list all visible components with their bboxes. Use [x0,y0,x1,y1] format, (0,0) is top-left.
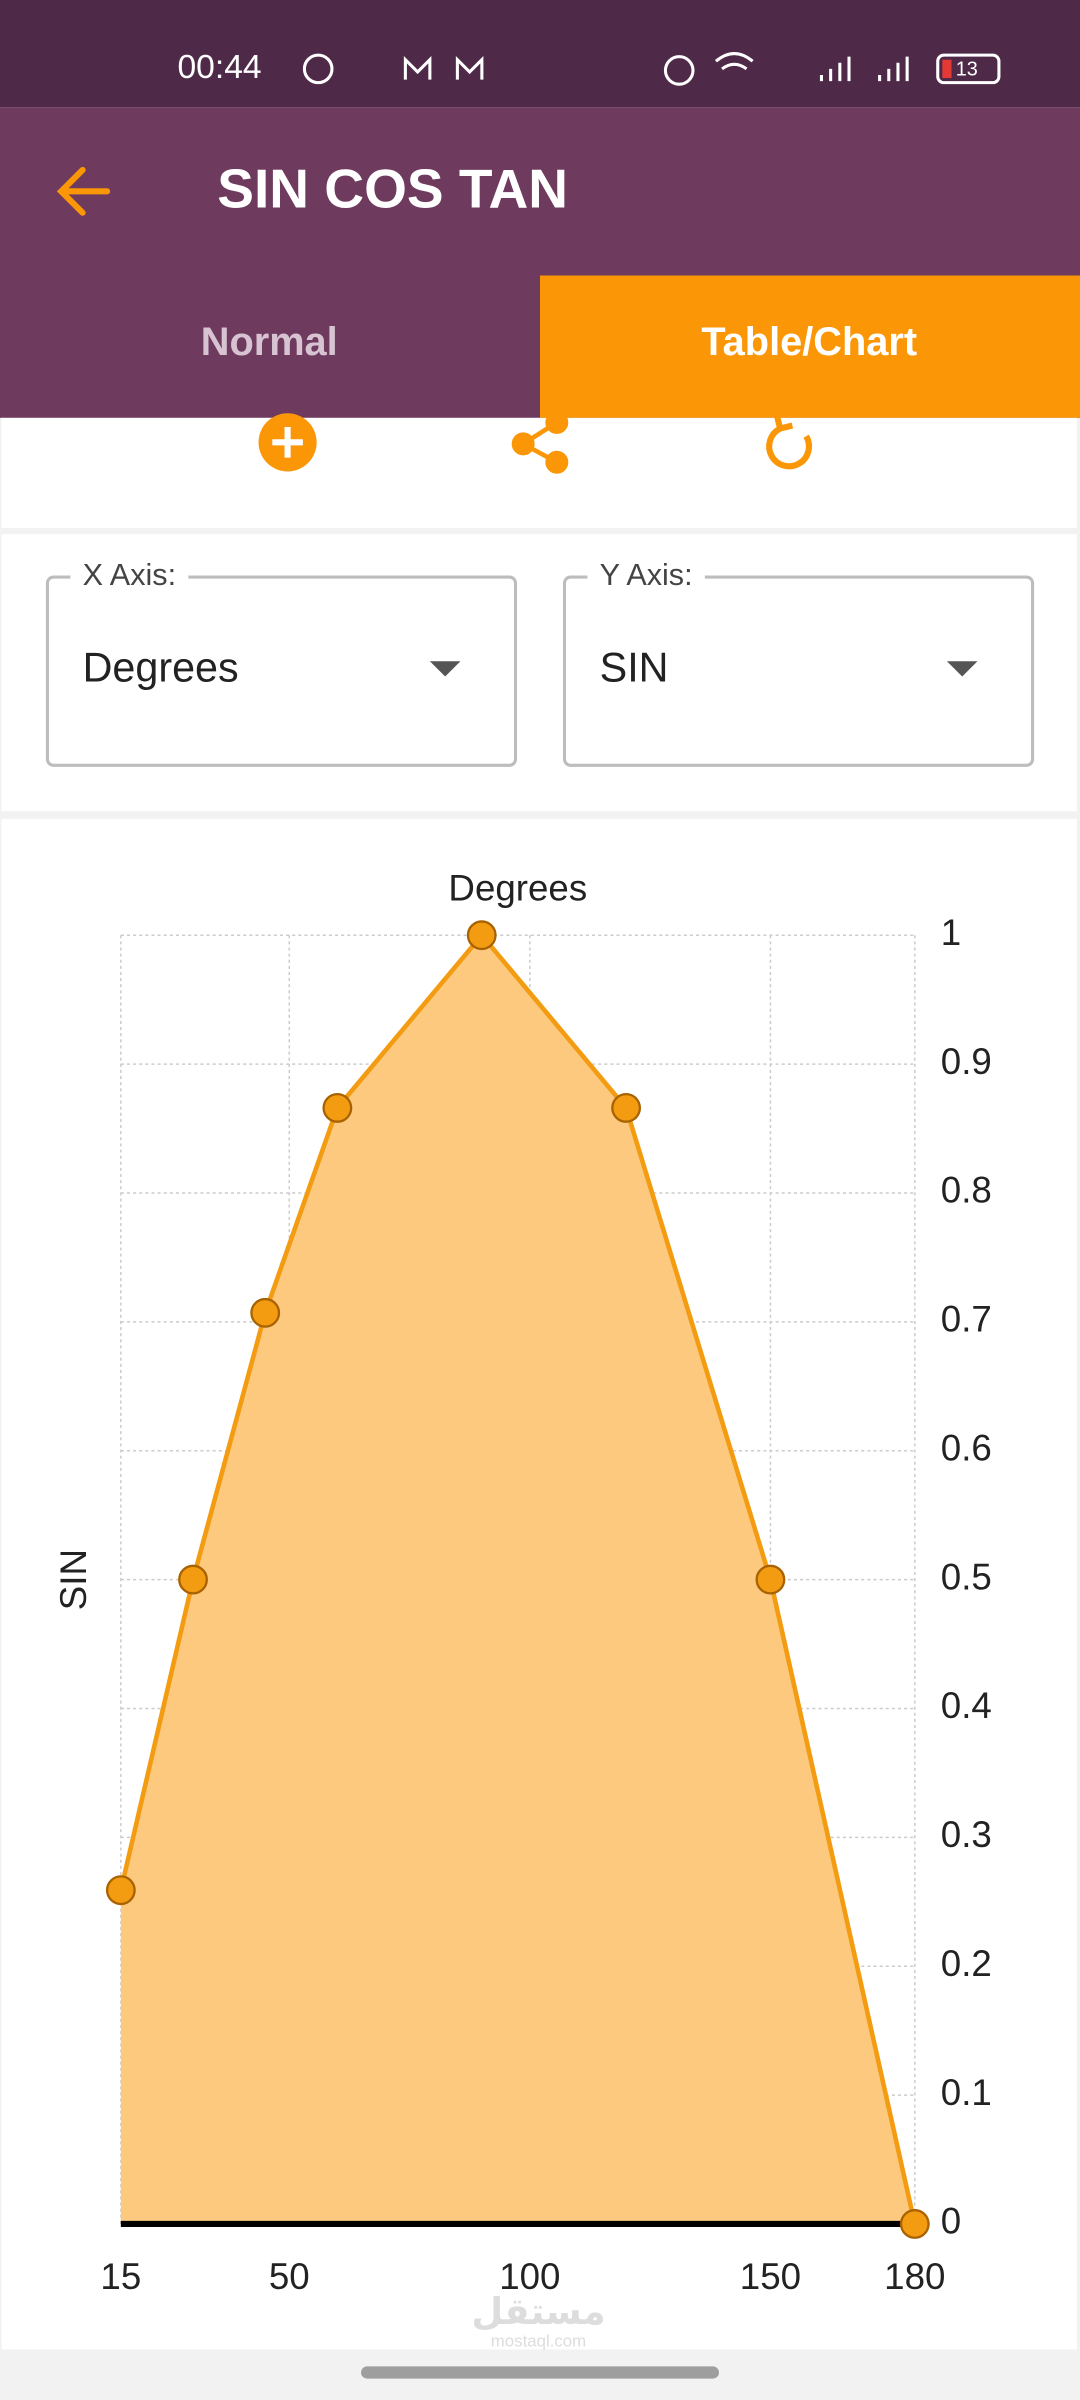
y-tick-label: 1 [941,912,961,953]
x-axis-title: Degrees [448,868,587,909]
point [466,920,497,951]
point [250,1297,281,1328]
dropdown[interactable] [562,575,1035,767]
y-tick-label: 0.8 [941,1170,992,1211]
dropdown-value: Degrees [83,644,239,690]
status-icons [302,52,1001,86]
tab[interactable]: Table/Chart [701,320,917,364]
y-tick-label: 0.4 [941,1685,992,1726]
y-tick-label: 0.5 [941,1556,992,1597]
dropdown-label: Y Axis: [600,558,693,592]
tab[interactable]: Normal [201,320,338,364]
x-tick-label: 50 [269,2256,310,2297]
nav-handle [361,2366,719,2379]
label-gap [587,566,705,588]
line [118,931,918,2225]
tab-selected[interactable] [540,275,1080,418]
point [105,1875,136,1906]
status-bar [0,0,1080,108]
share-button[interactable] [511,410,569,474]
label-gap [70,566,189,588]
dropdown-value: SIN [600,644,669,690]
y-axis-title: SIN [53,1549,94,1610]
x-tick-label: 15 [100,2256,141,2297]
y-tick-label: 0.9 [941,1041,992,1082]
point [322,1092,353,1123]
battery-level [942,59,952,79]
y-tick-label: 0.1 [941,2072,992,2113]
y-tick-label: 0.6 [941,1427,992,1468]
area-fill [120,935,915,2224]
reset-button[interactable] [766,415,813,470]
dropdown-arrow[interactable] [429,661,461,677]
watermark-url: mostaql.com [491,2331,586,2350]
watermark: مستقل [471,2291,605,2332]
x-tick-label: 100 [499,2256,560,2297]
dropdown-arrow[interactable] [946,661,978,677]
y-tick-label: 0.2 [941,1943,992,1984]
y-tick-label: 0.3 [941,1814,992,1855]
chart: 0 0.1 0.2 0.3 0.4 0.5 0.6 0.7 0.8 0.9 1 15 50 100 150 1… [53,868,992,2297]
x-tick-label: 180 [884,2256,945,2297]
status-time: 00:44 [177,49,261,86]
battery-text: 13 [956,59,978,81]
dropdown-label: X Axis: [83,558,176,592]
point [899,2209,930,2239]
x-tick-label: 150 [740,2256,801,2297]
point [755,1564,786,1595]
app-title: SIN COS TAN [217,157,568,219]
back-button[interactable] [56,166,111,216]
point [178,1564,208,1595]
y-tick-label: 0.7 [941,1299,992,1340]
point [611,1092,641,1123]
dropdown[interactable] [45,575,518,767]
y-tick-label: 0 [941,2201,961,2242]
